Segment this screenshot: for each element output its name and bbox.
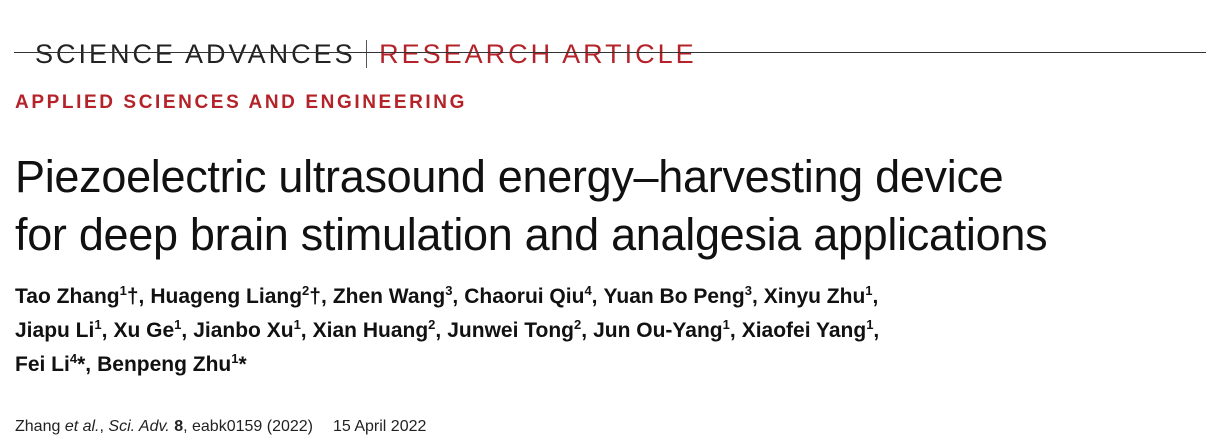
affiliation: 2 xyxy=(428,317,436,332)
author: Jun Ou-Yang1, xyxy=(593,317,736,342)
affiliation: 1 xyxy=(866,317,874,332)
author: Jianbo Xu1, xyxy=(193,317,307,342)
affiliation: 3 xyxy=(744,283,752,298)
header-rule xyxy=(14,52,1206,53)
author: Benpeng Zhu1* xyxy=(97,351,247,376)
author-name: Xu Ge xyxy=(113,319,175,342)
affiliation: 4 xyxy=(69,351,78,366)
author-name: Chaorui Qiu xyxy=(464,285,585,308)
citation-part: Sci. Adv. xyxy=(108,418,170,435)
author-name: Junwei Tong xyxy=(447,319,575,342)
separator: , xyxy=(591,285,598,308)
separator: , xyxy=(138,285,145,308)
author-name: Fei Li xyxy=(15,353,70,376)
citation-part: Zhang xyxy=(15,418,65,435)
author-name: Xian Huang xyxy=(312,319,429,342)
separator: , xyxy=(435,319,442,342)
author-list: Tao Zhang1†, Huageng Liang2†, Zhen Wang3, C… xyxy=(15,280,879,382)
separator: , xyxy=(300,319,307,342)
separator: , xyxy=(320,285,327,308)
author: Xinyu Zhu1, xyxy=(763,283,879,308)
publication-date: 15 April 2022 xyxy=(332,418,427,435)
affiliation: 1 xyxy=(865,283,873,298)
author: Xiaofei Yang1, xyxy=(741,317,880,342)
article-section: RESEARCH ARTICLE xyxy=(379,39,697,69)
separator: , xyxy=(181,319,188,342)
author-line: Fei Li4*, Benpeng Zhu1* xyxy=(15,348,879,382)
author-name: Yuan Bo Peng xyxy=(603,285,745,308)
author-line: Tao Zhang1†, Huageng Liang2†, Zhen Wang3, C… xyxy=(15,280,879,314)
affiliation: 1 xyxy=(119,283,127,298)
author-note-mark: * xyxy=(238,353,247,376)
author: Junwei Tong2, xyxy=(447,317,588,342)
separator: , xyxy=(85,353,92,376)
affiliation: 2 xyxy=(302,283,310,298)
affiliation: 4 xyxy=(584,283,592,298)
author-name: Huageng Liang xyxy=(150,285,303,308)
author: Huageng Liang2†, xyxy=(150,283,327,308)
separator: , xyxy=(873,319,880,342)
author-note-mark: † xyxy=(309,285,321,308)
article-title: Piezoelectric ultrasound energy–harvesti… xyxy=(15,148,1048,264)
author-name: Zhen Wang xyxy=(332,285,446,308)
category: APPLIED SCIENCES AND ENGINEERING xyxy=(15,92,467,113)
author: Tao Zhang1†, xyxy=(15,283,145,308)
title-line: Piezoelectric ultrasound energy–harvesti… xyxy=(15,151,1004,202)
author-name: Tao Zhang xyxy=(15,285,120,308)
author: Zhen Wang3, xyxy=(332,283,459,308)
citation-part: , eabk0159 (2022) xyxy=(183,418,313,435)
separator: , xyxy=(452,285,459,308)
affiliation: 1 xyxy=(231,351,239,366)
separator: , xyxy=(872,285,879,308)
author-name: Xiaofei Yang xyxy=(741,319,867,342)
author: Chaorui Qiu4, xyxy=(464,283,598,308)
separator xyxy=(365,40,368,68)
separator: , xyxy=(581,319,588,342)
author: Yuan Bo Peng3, xyxy=(603,283,758,308)
author-name: Jun Ou-Yang xyxy=(593,319,723,342)
author-note-mark: † xyxy=(126,285,139,308)
author-name: Jianbo Xu xyxy=(193,319,294,342)
author: Xu Ge1, xyxy=(113,317,188,342)
author: Jiapu Li1, xyxy=(15,317,108,342)
affiliation: 1 xyxy=(722,317,730,332)
separator: , xyxy=(729,319,736,342)
affiliation: 3 xyxy=(445,283,453,298)
title-line: for deep brain stimulation and analgesia… xyxy=(15,209,1048,260)
author: Fei Li4*, xyxy=(15,351,92,376)
author-name: Jiapu Li xyxy=(15,319,95,342)
separator: , xyxy=(101,319,108,342)
citation: Zhang et al., Sci. Adv. 8, eabk0159 (202… xyxy=(15,418,426,436)
author: Xian Huang2, xyxy=(312,317,442,342)
affiliation: 2 xyxy=(574,317,582,332)
affiliation: 1 xyxy=(174,317,182,332)
affiliation: 1 xyxy=(293,317,301,332)
author-line: Jiapu Li1, Xu Ge1, Jianbo Xu1, Xian Huang2,… xyxy=(15,314,879,348)
affiliation: 1 xyxy=(94,317,102,332)
author-name: Benpeng Zhu xyxy=(97,353,232,376)
author-note-mark: * xyxy=(77,353,86,376)
citation-part: et al. xyxy=(64,418,100,435)
journal-header: SCIENCE ADVANCES RESEARCH ARTICLE xyxy=(14,8,697,70)
journal-name: SCIENCE ADVANCES xyxy=(35,39,356,69)
author-name: Xinyu Zhu xyxy=(763,285,866,308)
separator: , xyxy=(751,285,758,308)
citation-part: 8 xyxy=(174,418,184,435)
citation-part: , xyxy=(99,418,109,435)
